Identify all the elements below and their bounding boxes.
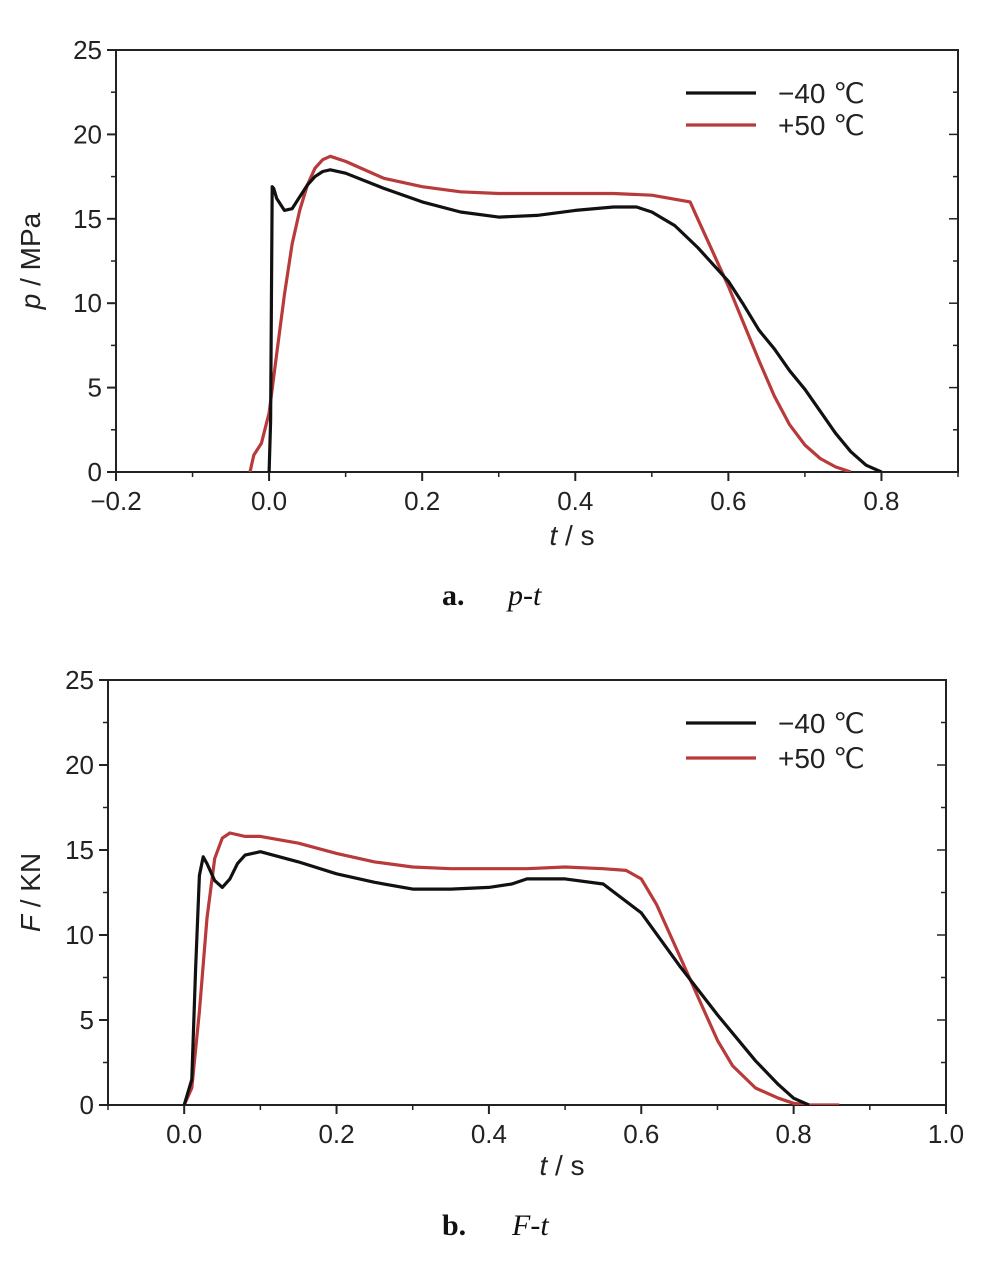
x-tick-label: 0.6	[623, 1119, 659, 1149]
y-axis-title: F / KN	[15, 853, 46, 932]
x-tick-label: 0.0	[166, 1119, 202, 1149]
y-tick-label: 0	[80, 1090, 94, 1120]
x-axis-title: t / s	[549, 520, 594, 551]
panel-a: 0 5 10 15 20 25 −0.2 0.0 0.2 0.4 0.6 0.8 t / s p / MP…	[15, 35, 959, 612]
series-line-1	[182, 831, 840, 1105]
caption-text: F-t	[511, 1209, 549, 1242]
legend-label-0: −40 ℃	[778, 708, 865, 739]
x-tick-label: 0.4	[471, 1119, 507, 1149]
y-tick-label: 20	[65, 750, 94, 780]
y-tick-label: 20	[73, 119, 102, 149]
x-tick-label: 0.0	[251, 486, 287, 516]
x-tick-label: 0.8	[776, 1119, 812, 1149]
y-tick-label: 15	[65, 835, 94, 865]
caption-text: p-t	[506, 579, 542, 612]
y-tick-label: 5	[88, 373, 102, 403]
x-tick-label: 0.4	[557, 486, 593, 516]
x-tick-label: 0.2	[318, 1119, 354, 1149]
y-tick-label: 5	[80, 1005, 94, 1035]
caption-letter: b.	[442, 1209, 466, 1242]
x-tick-label: 0.8	[863, 486, 899, 516]
y-tick-label: 10	[65, 920, 94, 950]
series-line-0	[267, 168, 883, 472]
x-tick-label: −0.2	[90, 486, 141, 516]
y-tick-label: 25	[73, 35, 102, 65]
y-axis-title: p / MPa	[15, 212, 46, 310]
series-line-0	[182, 850, 810, 1105]
panel-b: 0 5 10 15 20 25 0.0 0.2 0.4 0.6 0.8 1.0 t / s F / KN −…	[15, 665, 964, 1242]
legend-label-1: +50 ℃	[778, 743, 865, 774]
y-tick-label: 15	[73, 204, 102, 234]
x-tick-label: 1.0	[928, 1119, 964, 1149]
y-tick-label: 10	[73, 288, 102, 318]
series-line-1	[248, 154, 852, 472]
legend-label-1: +50 ℃	[778, 110, 865, 141]
y-tick-label: 25	[65, 665, 94, 695]
x-axis-title: t / s	[539, 1150, 584, 1181]
caption-letter: a.	[442, 579, 465, 612]
x-tick-label: 0.6	[710, 486, 746, 516]
y-tick-label: 0	[88, 457, 102, 487]
legend-label-0: −40 ℃	[778, 78, 865, 109]
x-tick-label: 0.2	[404, 486, 440, 516]
